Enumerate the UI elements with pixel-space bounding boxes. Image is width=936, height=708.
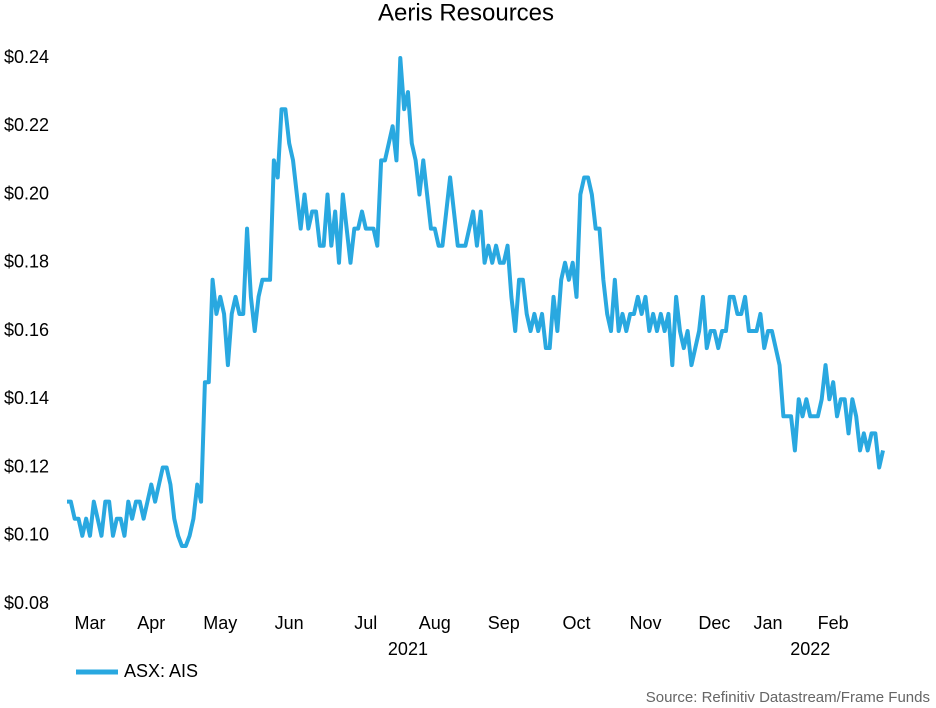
y-tick-label: $0.08 (4, 593, 49, 613)
y-tick-label: $0.24 (4, 47, 49, 67)
y-tick-label: $0.18 (4, 252, 49, 272)
x-tick-label: Jul (354, 613, 377, 633)
y-tick-label: $0.22 (4, 115, 49, 135)
x-tick-label: Mar (74, 613, 105, 633)
x-tick-label: May (203, 613, 237, 633)
x-tick-label: Jan (754, 613, 783, 633)
x-tick-label: Aug (419, 613, 451, 633)
chart-title: Aeris Resources (378, 0, 554, 26)
y-tick-label: $0.10 (4, 525, 49, 545)
x-tick-label: Jun (275, 613, 304, 633)
x-tick-label: Nov (629, 613, 661, 633)
x-tick-label: Dec (698, 613, 730, 633)
year-label: 2021 (388, 639, 428, 659)
x-tick-label: Apr (137, 613, 165, 633)
x-tick-label: Feb (818, 613, 849, 633)
y-tick-label: $0.12 (4, 456, 49, 476)
y-tick-label: $0.20 (4, 183, 49, 203)
source-note: Source: Refinitiv Datastream/Frame Funds (646, 689, 930, 706)
x-tick-label: Oct (563, 613, 591, 633)
y-tick-label: $0.16 (4, 320, 49, 340)
price-line (67, 56, 885, 548)
year-label: 2022 (790, 639, 830, 659)
legend-label: ASX: AIS (124, 661, 198, 681)
y-tick-label: $0.14 (4, 388, 49, 408)
x-tick-label: Sep (488, 613, 520, 633)
